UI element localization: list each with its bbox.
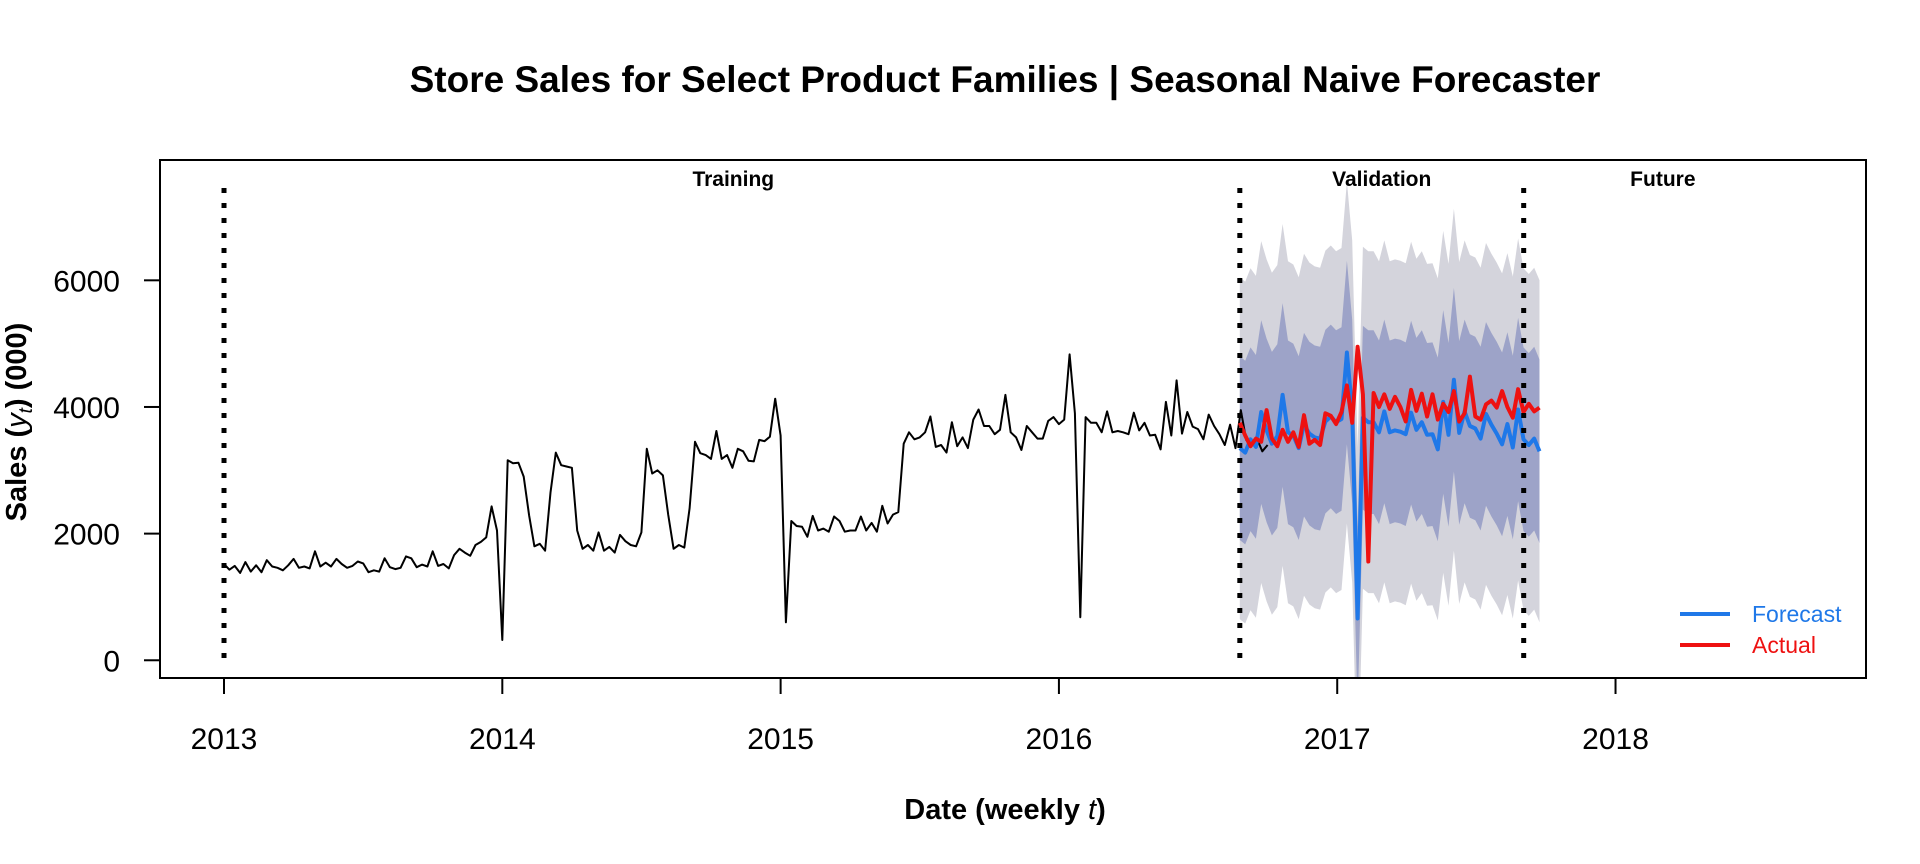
- prediction-interval-inner: [1239, 260, 1540, 678]
- training-series: [223, 353, 1269, 641]
- x-tick-label-2017: 2017: [1304, 723, 1371, 756]
- actual-series: [1237, 344, 1541, 564]
- y-tick-label-0: 0: [103, 645, 120, 678]
- x-axis: 2013 2014 2015 2016 2017 2018: [191, 677, 1649, 756]
- region-label-future: Future: [1630, 168, 1695, 191]
- prediction-interval-bands: [1239, 181, 1540, 678]
- y-tick-label-4000: 4000: [53, 392, 120, 425]
- y-tick-label-2000: 2000: [53, 519, 120, 552]
- x-tick-label-2016: 2016: [1026, 723, 1093, 756]
- legend: Forecast Actual: [1680, 601, 1842, 658]
- y-axis: 0 2000 4000 6000: [53, 265, 161, 678]
- region-dividers: [221, 188, 1527, 662]
- x-axis-label: Date (weekly t): [904, 794, 1106, 826]
- forecast-line: [1238, 350, 1542, 621]
- x-tick-label-2013: 2013: [191, 723, 258, 756]
- x-tick-label-2014: 2014: [469, 723, 536, 756]
- training-line: [223, 353, 1269, 641]
- legend-label-actual: Actual: [1752, 632, 1816, 658]
- region-label-validation: Validation: [1332, 168, 1431, 191]
- actual-line: [1237, 344, 1541, 564]
- plot-frame: [159, 159, 1867, 679]
- chart-title: Store Sales for Select Product Families …: [410, 59, 1601, 101]
- x-tick-label-2015: 2015: [747, 723, 814, 756]
- y-tick-label-6000: 6000: [53, 265, 120, 298]
- forecast-series: [1238, 350, 1542, 621]
- x-tick-label-2018: 2018: [1582, 723, 1649, 756]
- region-labels: Training Validation Future: [692, 168, 1695, 191]
- y-axis-label: Sales (yt) (000): [1, 323, 37, 522]
- region-label-training: Training: [692, 168, 774, 191]
- legend-label-forecast: Forecast: [1752, 601, 1842, 627]
